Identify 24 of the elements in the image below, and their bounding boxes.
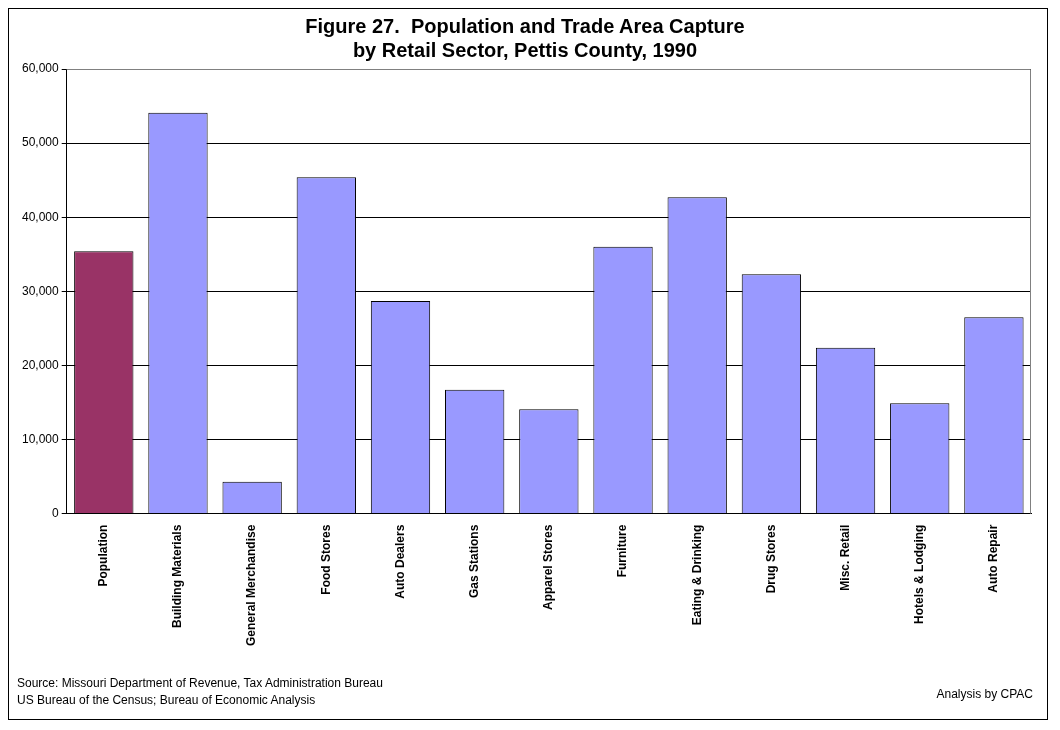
text: US Bureau of the Census; Bureau of Economic Analysis [17, 692, 317, 709]
x-tick-label: Gas Stations [466, 524, 481, 598]
y-tick-label: 60,000 [22, 61, 60, 76]
y-tick-label: 10,000 [22, 431, 60, 446]
y-tick-label: 30,000 [22, 283, 60, 298]
x-tick-label: General Merchandise [244, 524, 259, 647]
y-tick-label: 0 [52, 505, 60, 520]
source-note: Source: Missouri Department of Revenue, Tax Administration Bureau [17, 675, 383, 692]
x-tick-label: Food Stores [318, 524, 333, 595]
x-tick-label: Eating & Drinking [689, 524, 704, 626]
x-tick-label: Apparel Stores [541, 524, 556, 610]
y-tick-label: 40,000 [22, 209, 60, 224]
x-tick-label: Drug Stores [763, 524, 778, 594]
x-tick-label: Auto Repair [986, 524, 1001, 593]
chart-title: Figure 27. Population and Trade Area Capture by Retail Sector, Pettis County, 1990 [305, 14, 745, 61]
x-tick-label: Building Materials [170, 524, 185, 628]
y-tick-label: 20,000 [22, 357, 60, 372]
x-tick-label: Population [96, 524, 111, 587]
x-tick-label: Misc. Retail [837, 524, 852, 591]
x-tick-label: Hotels & Lodging [912, 524, 927, 624]
x-tick-label: Auto Dealers [392, 524, 407, 599]
y-tick-label: 50,000 [22, 135, 60, 150]
text: Analysis by CPAC [936, 687, 1033, 701]
x-tick-label: Furniture [615, 524, 630, 578]
